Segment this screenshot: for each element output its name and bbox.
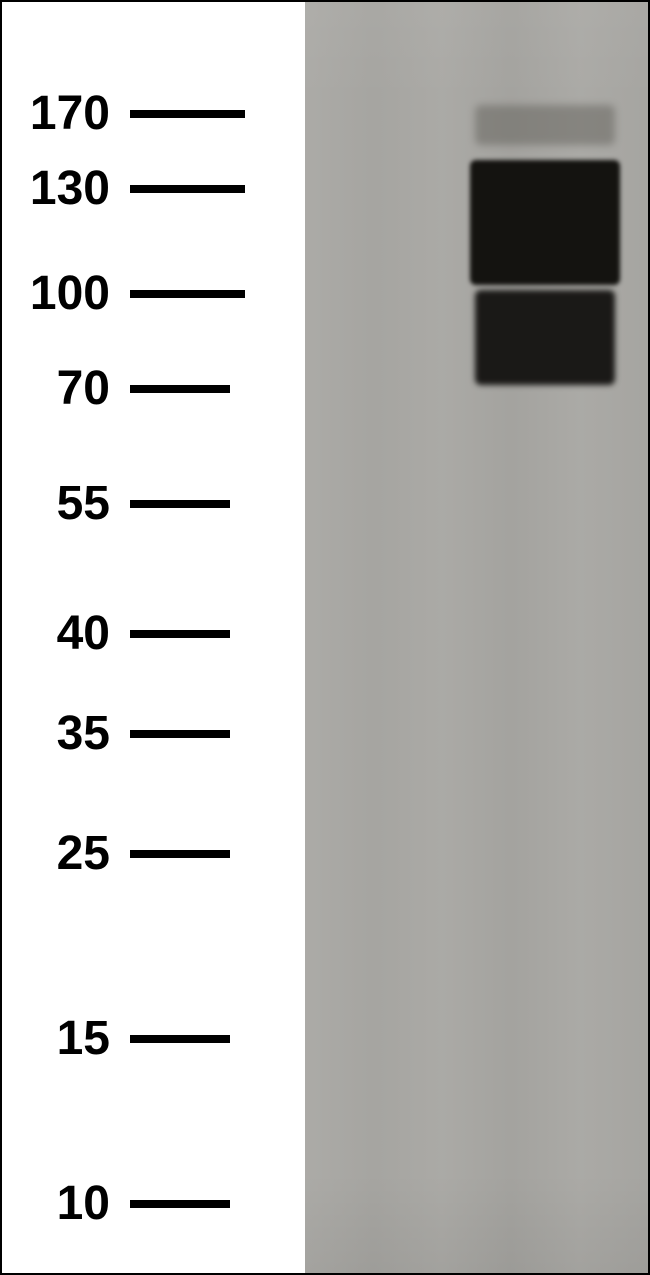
marker-row: 15 [0, 1011, 305, 1066]
marker-tick [130, 500, 230, 508]
marker-row: 130 [0, 161, 305, 216]
marker-tick [130, 730, 230, 738]
marker-row: 40 [0, 606, 305, 661]
marker-row: 25 [0, 826, 305, 881]
marker-label: 40 [0, 606, 130, 661]
marker-tick [130, 630, 230, 638]
marker-label: 35 [0, 706, 130, 761]
marker-tick [130, 1200, 230, 1208]
marker-tick [130, 1035, 230, 1043]
marker-tick [130, 290, 245, 298]
western-blot-figure: 170 130 100 70 55 40 35 25 15 10 [0, 0, 650, 1275]
marker-row: 70 [0, 361, 305, 416]
marker-label: 130 [0, 161, 130, 216]
marker-tick [130, 850, 230, 858]
marker-label: 70 [0, 361, 130, 416]
blot-band [475, 105, 615, 145]
marker-label: 55 [0, 476, 130, 531]
marker-label: 15 [0, 1011, 130, 1066]
marker-label: 10 [0, 1176, 130, 1231]
blot-membrane [305, 0, 648, 1275]
marker-tick [130, 385, 230, 393]
blot-band [470, 160, 620, 285]
marker-row: 35 [0, 706, 305, 761]
marker-label: 25 [0, 826, 130, 881]
marker-tick [130, 185, 245, 193]
marker-row: 10 [0, 1176, 305, 1231]
marker-label: 100 [0, 266, 130, 321]
marker-label: 170 [0, 86, 130, 141]
marker-row: 55 [0, 476, 305, 531]
marker-row: 170 [0, 86, 305, 141]
marker-tick [130, 110, 245, 118]
marker-row: 100 [0, 266, 305, 321]
molecular-weight-ladder: 170 130 100 70 55 40 35 25 15 10 [0, 0, 305, 1275]
blot-band [475, 290, 615, 385]
